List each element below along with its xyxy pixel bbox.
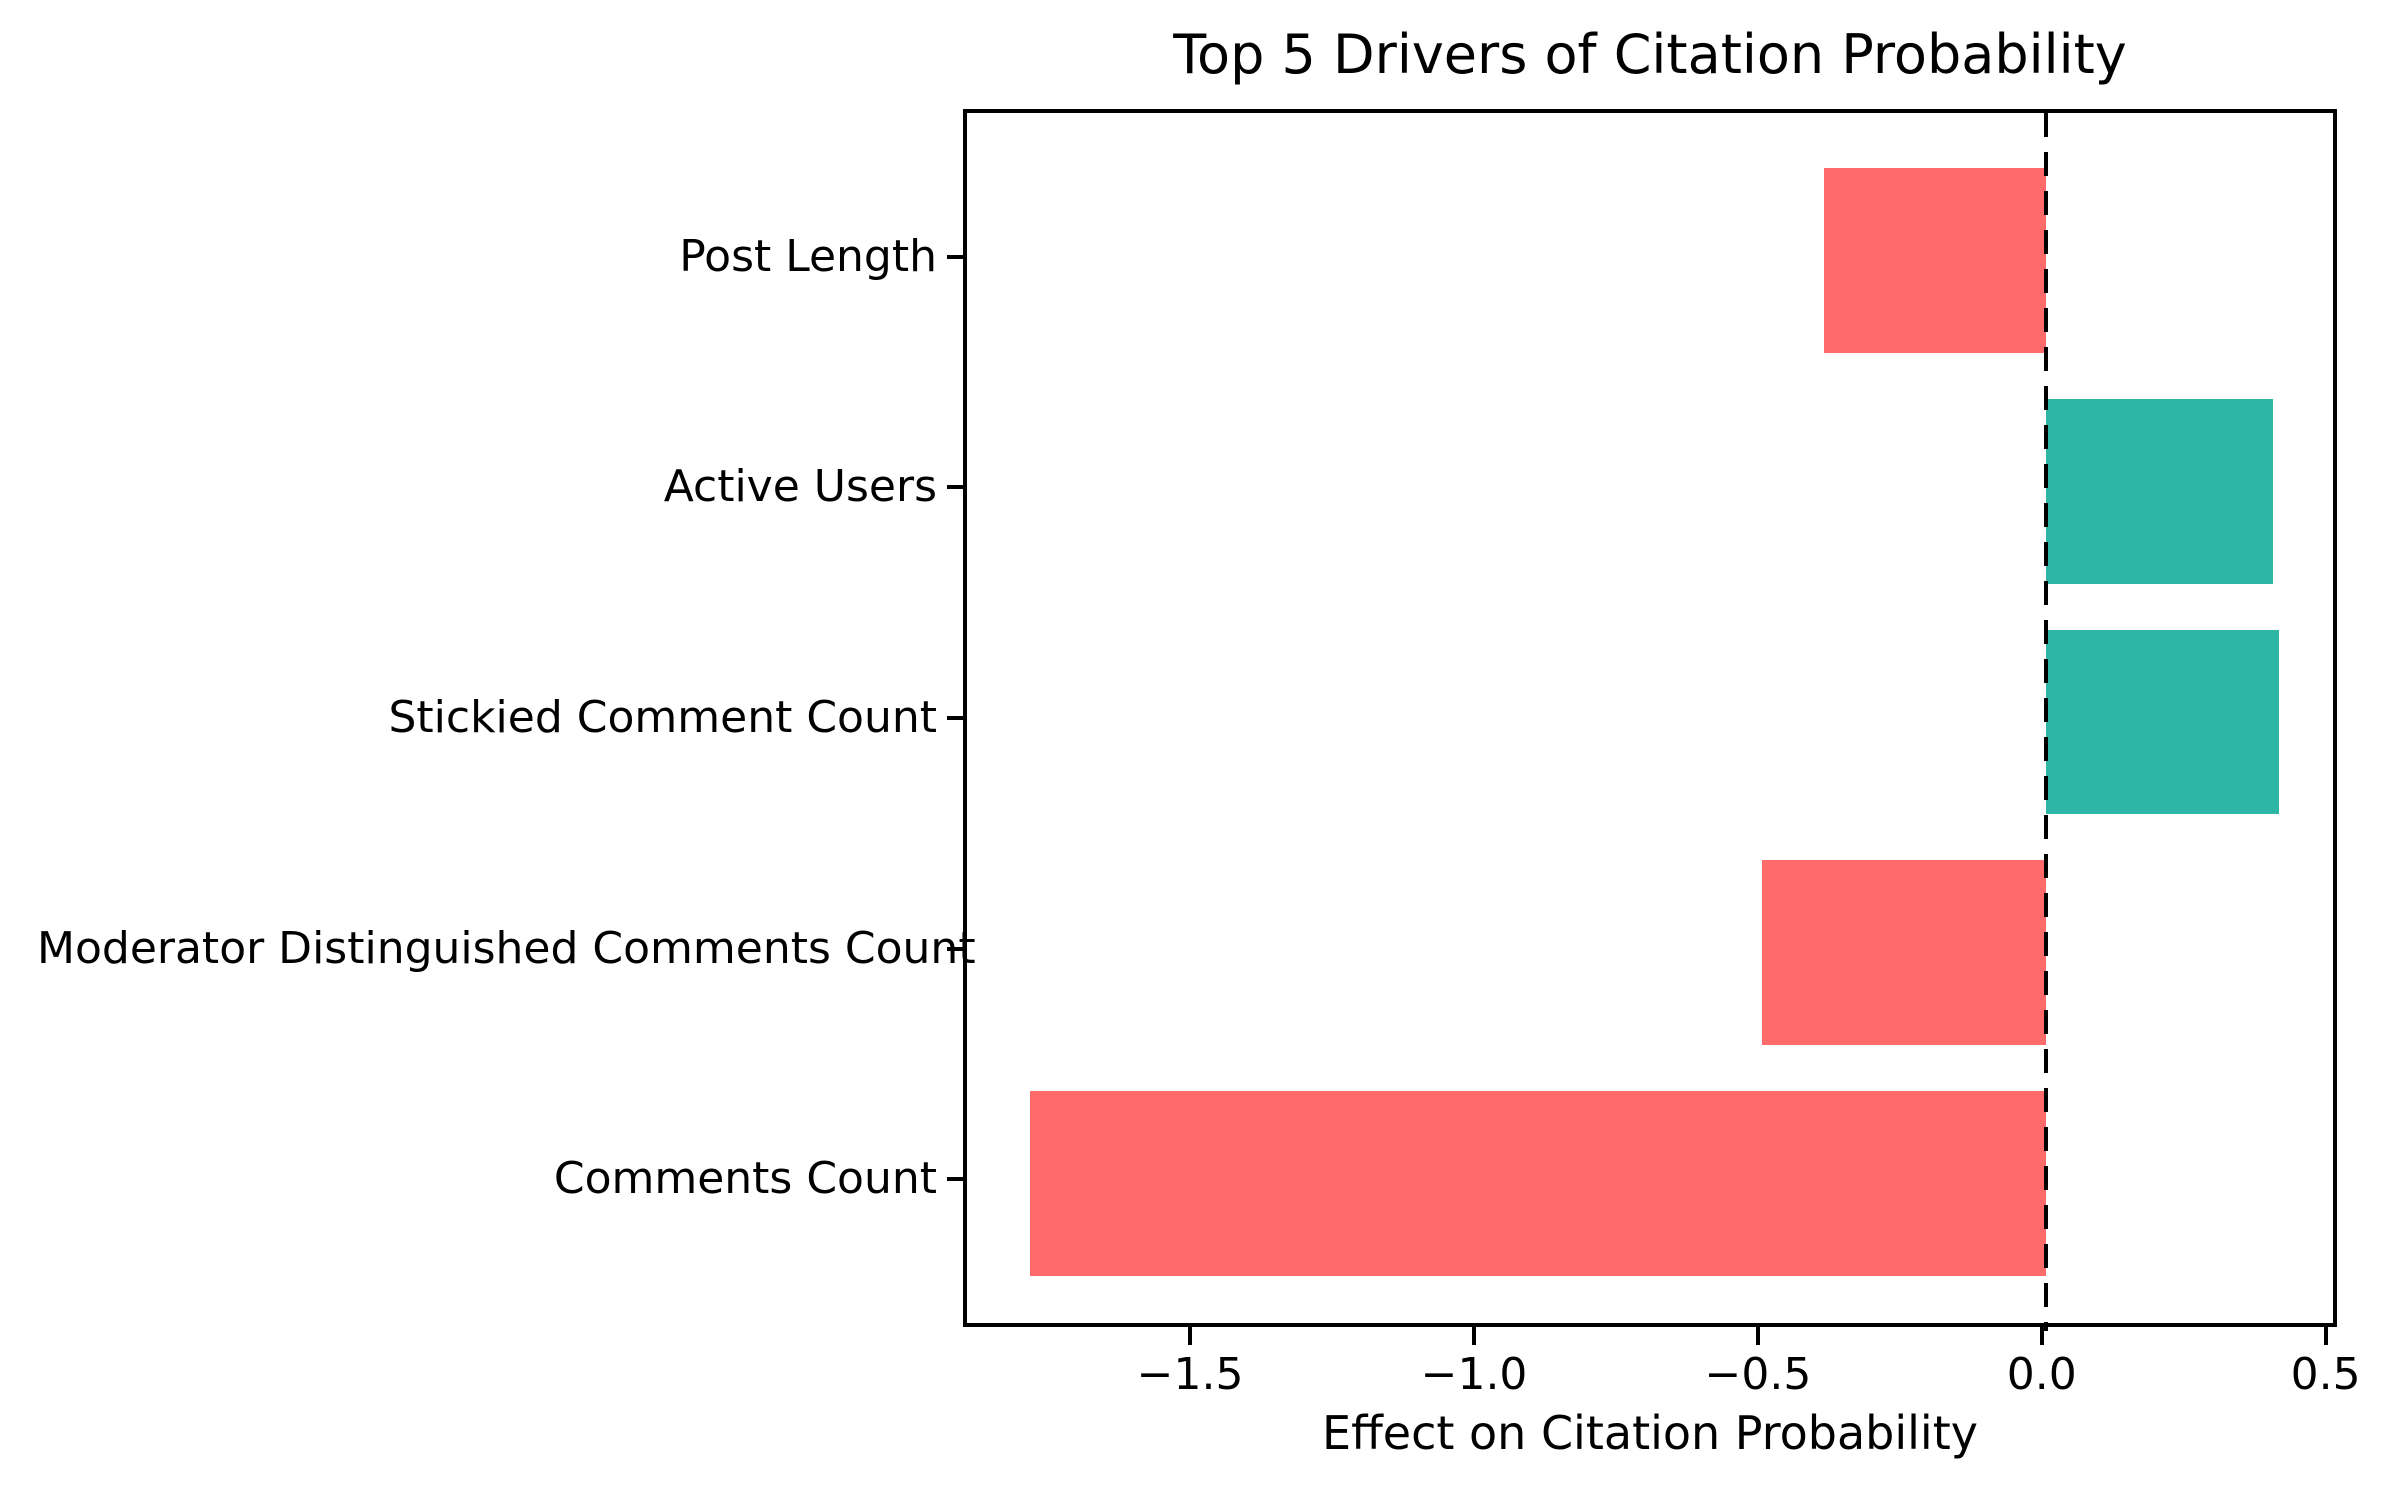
y-tick-mark xyxy=(947,254,963,259)
x-tick-mark xyxy=(2323,1327,2328,1345)
category-label-stickied-comment-count: Stickied Comment Count xyxy=(388,692,937,743)
x-tick-label: −1.5 xyxy=(1136,1349,1244,1400)
chart-title: Top 5 Drivers of Citation Probability xyxy=(1173,23,2127,86)
x-tick-label: −0.5 xyxy=(1704,1349,1812,1400)
x-tick-mark xyxy=(1472,1327,1476,1345)
y-tick-mark xyxy=(947,716,963,720)
plot-area xyxy=(963,109,2337,1331)
x-tick-mark xyxy=(1755,1327,1760,1345)
x-tick-mark xyxy=(1188,1327,1193,1345)
category-label-active-users: Active Users xyxy=(663,461,937,513)
x-axis-title: Effect on Citation Probability xyxy=(1322,1406,1978,1460)
x-tick-label: −1.0 xyxy=(1420,1349,1528,1400)
x-tick-label: 0.0 xyxy=(2006,1349,2077,1400)
bar-active-users xyxy=(2045,399,2273,584)
bar-moderator-distinguished-comments-count xyxy=(1761,860,2046,1045)
category-label-moderator-distinguished-comments-count: Moderator Distinguished Comments Count xyxy=(37,922,976,974)
category-label-post-length: Post Length xyxy=(679,230,937,282)
category-label-comments-count: Comments Count xyxy=(553,1153,937,1205)
y-tick-mark xyxy=(947,1177,963,1182)
zero-baseline-dashed-line xyxy=(2043,113,2048,1331)
y-tick-mark xyxy=(947,946,963,951)
bar-post-length xyxy=(1824,168,2046,353)
y-tick-mark xyxy=(947,485,963,490)
x-tick-mark xyxy=(2039,1327,2044,1345)
bar-stickied-comment-count xyxy=(2045,629,2279,815)
bar-comments-count xyxy=(1029,1091,2046,1276)
x-tick-label: 0.5 xyxy=(2290,1349,2361,1400)
